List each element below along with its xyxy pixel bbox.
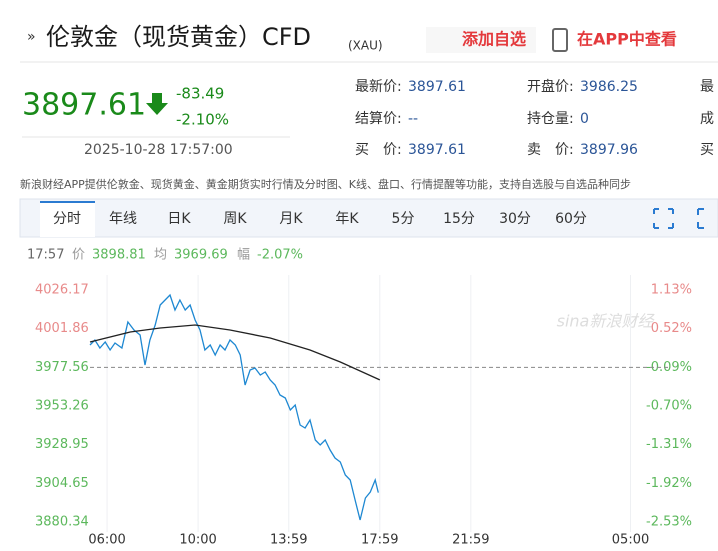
stat-value: 3897.61 xyxy=(408,142,466,158)
y-tick-label: 3977.56 xyxy=(35,360,89,375)
tab-active-bg xyxy=(40,202,95,237)
tabs: 分时 年线 日K 周K 月K 年K 5分 15分 30分 60分 xyxy=(53,211,587,227)
y-tick-label: 3953.26 xyxy=(35,398,89,413)
x-tick-label: 10:00 xyxy=(179,533,216,548)
y-tick-label: 4026.17 xyxy=(35,283,89,298)
expand-icon[interactable] xyxy=(697,208,704,229)
tab[interactable]: 年K xyxy=(335,211,359,227)
tab-bar xyxy=(19,198,718,238)
tab[interactable]: 分时 xyxy=(53,211,81,227)
info-label: 均 xyxy=(154,248,167,263)
down-arrow xyxy=(146,93,168,115)
x-tick-label: 17:59 xyxy=(361,533,398,548)
stat-value: 3986.25 xyxy=(580,79,638,95)
watermark: sina新浪财经 xyxy=(557,312,656,331)
tab[interactable]: 周K xyxy=(223,211,247,227)
title: 伦敦金（现货黄金）CFD xyxy=(46,23,311,51)
info-price: 3898.81 xyxy=(92,248,146,263)
y2-tick-label: -0.70% xyxy=(646,399,692,414)
y2-tick-label: -1.92% xyxy=(646,476,692,491)
info-label: 价 xyxy=(72,248,85,263)
x-tick-label: 05:00 xyxy=(612,533,649,548)
line xyxy=(89,324,381,381)
app-link[interactable]: 在APP中查看 xyxy=(577,30,677,49)
y-tick-label: 4001.86 xyxy=(35,321,89,336)
chart: 06:00 10:00 13:59 17:59 21:59 05:00 3880.34 390… xyxy=(35,275,692,548)
add-button-bg[interactable] xyxy=(426,27,536,53)
line xyxy=(89,293,379,521)
tab[interactable]: 15分 xyxy=(443,211,475,227)
y2-tick-label: 1.13% xyxy=(651,283,692,298)
quote-time: 2025-10-28 17:57:00 xyxy=(84,142,233,158)
tab[interactable]: 60分 xyxy=(555,211,587,227)
y-tick-label: 3880.34 xyxy=(35,515,89,530)
fullscreen-icon[interactable] xyxy=(653,208,674,229)
y2-tick-label: -2.53% xyxy=(646,515,692,530)
tab[interactable]: 月K xyxy=(279,211,303,227)
stat-value: -- xyxy=(408,111,418,127)
stat-label: 最 xyxy=(700,79,714,95)
stat-label: 成 xyxy=(700,111,714,127)
y2-tick-label: 0.52% xyxy=(651,321,692,336)
y-tick-label: 3928.95 xyxy=(35,437,89,452)
change: -83.49 xyxy=(176,85,224,103)
stat-value: 0 xyxy=(580,111,589,127)
x-tick-label: 13:59 xyxy=(270,533,307,548)
y2-tick-label: -0.09% xyxy=(646,360,692,375)
stat-label: 结算价: xyxy=(355,111,402,127)
tab[interactable]: 日K xyxy=(167,211,191,227)
y-tick-label: 3904.65 xyxy=(35,476,89,491)
stat-label: 买 价: xyxy=(355,142,402,158)
stat-value: 3897.96 xyxy=(580,142,638,158)
code: (XAU) xyxy=(348,39,383,53)
stat-label: 最新价: xyxy=(355,79,402,95)
info-avg: 3969.69 xyxy=(174,248,228,263)
stat-label: 持仓量: xyxy=(527,111,574,127)
info-pct: -2.07% xyxy=(257,248,303,263)
info-label: 幅 xyxy=(237,248,250,263)
stat-label: 开盘价: xyxy=(527,78,574,95)
x-tick-label: 06:00 xyxy=(88,533,125,548)
phone-icon xyxy=(552,28,568,52)
add-favorite[interactable]: 添加自选 xyxy=(462,30,526,49)
tab[interactable]: 年线 xyxy=(109,211,137,227)
change-pct: -2.10% xyxy=(176,111,229,129)
stat-value: 3897.61 xyxy=(408,79,466,95)
x-tick-label: 21:59 xyxy=(452,533,489,548)
y2-tick-label: -1.31% xyxy=(646,437,692,452)
notice: 新浪财经APP提供伦敦金、现货黄金、黄金期货实时行情及分时图、K线、盘口、行情提… xyxy=(20,177,631,191)
stat-label: 卖 价: xyxy=(527,142,574,158)
price: 3897.61 xyxy=(22,88,146,123)
tab[interactable]: 30分 xyxy=(499,211,531,227)
arrow-icon: » xyxy=(27,29,36,45)
tab[interactable]: 5分 xyxy=(392,211,415,227)
stat-label: 买 xyxy=(700,142,714,158)
info-bar: 17:57 价 3898.81 均 3969.69 幅 -2.07% xyxy=(27,248,303,263)
info-time: 17:57 xyxy=(27,248,64,263)
